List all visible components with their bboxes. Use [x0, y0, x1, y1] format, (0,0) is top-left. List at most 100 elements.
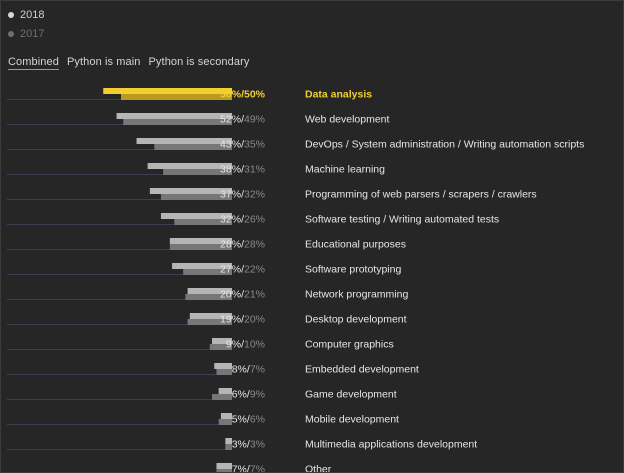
category-label: Embedded development — [305, 364, 419, 376]
bar-2018 — [103, 88, 233, 94]
value-label-2017: 20% — [244, 314, 265, 326]
value-label-2017: 3% — [250, 439, 265, 451]
bar-2017 — [121, 94, 232, 100]
bar-2018 — [149, 188, 232, 194]
value-label-separator: / — [247, 364, 250, 376]
value-label-separator: / — [241, 314, 244, 326]
bar-2017 — [185, 294, 232, 300]
value-label-2018: 58% — [220, 89, 242, 101]
value-label-2017: 6% — [250, 414, 265, 426]
category-label: Mobile development — [305, 414, 399, 426]
value-label-2018: 32% — [220, 214, 241, 226]
tab-python-is-main[interactable]: Python is main — [66, 56, 141, 68]
bar-2018 — [220, 413, 232, 419]
value-label-separator: / — [247, 389, 250, 401]
category-label: Data analysis — [305, 89, 372, 101]
value-label: 20%/21% — [220, 289, 265, 301]
value-label-2018: 52% — [220, 114, 241, 126]
category-label: Machine learning — [305, 164, 385, 176]
category-label: Computer graphics — [305, 339, 394, 351]
tab-combined[interactable]: Combined — [8, 56, 59, 70]
bar-2018 — [147, 163, 232, 169]
bar-2017 — [187, 319, 232, 325]
value-label-2018: 43% — [220, 139, 241, 151]
value-label-2017: 7% — [250, 464, 265, 473]
bar-2017 — [174, 219, 232, 225]
bar-2018 — [225, 438, 232, 444]
value-label-2018: 6% — [232, 389, 247, 401]
value-label: 8%/7% — [232, 364, 265, 376]
category-label: Network programming — [305, 289, 408, 301]
value-label: 3%/3% — [232, 439, 265, 451]
bar-2017 — [216, 369, 232, 375]
category-label: Programming of web parsers / scrapers / … — [305, 189, 537, 201]
category-label: DevOps / System administration / Writing… — [305, 139, 584, 151]
bar-2018 — [160, 213, 232, 219]
bar-2017 — [183, 269, 232, 275]
bar-2017 — [163, 169, 232, 175]
bar-2018 — [218, 388, 232, 394]
value-label: 43%/35% — [220, 139, 265, 151]
bar-2017 — [216, 469, 232, 472]
category-label: Educational purposes — [305, 239, 406, 251]
tab-python-is-secondary[interactable]: Python is secondary — [148, 56, 250, 68]
value-label-2017: 7% — [250, 364, 265, 376]
value-label-separator: / — [241, 214, 244, 226]
bar-2017 — [218, 419, 232, 425]
bar-2018 — [169, 238, 232, 244]
bar-2018 — [187, 288, 232, 294]
value-label-separator: / — [247, 439, 250, 451]
value-label: 37%/32% — [220, 189, 265, 201]
value-label-2017: 50% — [244, 89, 266, 101]
category-label: Game development — [305, 389, 397, 401]
category-label: Multimedia applications development — [305, 439, 477, 451]
value-label: 5%/6% — [232, 414, 265, 426]
category-label: Software testing / Writing automated tes… — [305, 214, 499, 226]
value-label: 6%/9% — [232, 389, 265, 401]
value-label-2017: 31% — [244, 164, 265, 176]
bar-2017 — [209, 344, 232, 350]
value-label-2017: 22% — [244, 264, 265, 276]
value-label-separator: / — [241, 339, 244, 351]
value-label-2018: 9% — [226, 339, 241, 351]
value-label-2017: 28% — [244, 239, 265, 251]
legend-2018-label: 2018 — [20, 9, 45, 21]
bar-2017 — [225, 444, 232, 450]
bar-2017 — [123, 119, 232, 125]
value-label-2018: 28% — [220, 239, 241, 251]
value-label-separator: / — [241, 189, 244, 201]
value-label: 27%/22% — [220, 264, 265, 276]
value-label: 52%/49% — [220, 114, 265, 126]
value-label-2018: 20% — [220, 289, 241, 301]
value-label-2017: 32% — [244, 189, 265, 201]
category-label: Other — [305, 464, 332, 473]
value-label-separator: / — [247, 414, 250, 426]
value-label-2018: 19% — [220, 314, 241, 326]
value-label-separator: / — [241, 114, 244, 126]
bar-2018 — [136, 138, 232, 144]
value-label-2017: 10% — [244, 339, 265, 351]
value-label-2017: 9% — [250, 389, 265, 401]
value-label-2018: 5% — [232, 414, 247, 426]
value-label-2018: 38% — [220, 164, 241, 176]
bar-2018 — [214, 363, 232, 369]
value-label-separator: / — [241, 264, 244, 276]
bar-2017 — [160, 194, 232, 200]
bar-2017 — [212, 394, 232, 400]
category-label: Desktop development — [305, 314, 407, 326]
view-tabs: Combined Python is main Python is second… — [8, 56, 249, 70]
value-label: 28%/28% — [220, 239, 265, 251]
legend-2017-label: 2017 — [20, 28, 45, 40]
bar-2018 — [116, 113, 232, 119]
value-label-2017: 21% — [244, 289, 265, 301]
legend-2018[interactable]: 2018 — [8, 9, 44, 21]
legend-2017[interactable]: 2017 — [8, 28, 44, 40]
legend-2018-dot-icon — [8, 12, 14, 18]
value-label-separator: / — [241, 289, 244, 301]
value-label: 32%/26% — [220, 214, 265, 226]
bar-2018 — [216, 463, 232, 469]
value-label-2018: 27% — [220, 264, 241, 276]
bar-2017 — [154, 144, 232, 150]
